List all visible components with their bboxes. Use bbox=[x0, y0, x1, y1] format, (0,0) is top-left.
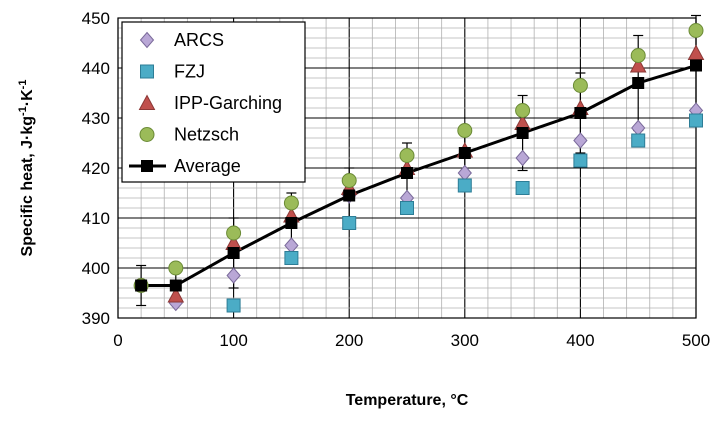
y-tick-label: 420 bbox=[82, 159, 110, 178]
average-point bbox=[344, 190, 355, 201]
arcs-point bbox=[227, 268, 240, 283]
legend-ipp-garching-label: IPP-Garching bbox=[174, 93, 282, 113]
x-tick-label: 100 bbox=[219, 331, 247, 350]
average-point bbox=[286, 218, 297, 229]
y-axis-title: Specific heat, J·kg-1·K-1 bbox=[17, 80, 36, 257]
average-point bbox=[228, 248, 239, 259]
netzsch-point bbox=[516, 104, 530, 118]
y-axis-title-part-1: Specific heat, J·kg bbox=[19, 116, 36, 257]
fzj-point bbox=[343, 217, 356, 230]
netzsch-point bbox=[689, 24, 703, 38]
arcs-point bbox=[632, 121, 645, 136]
arcs-point bbox=[516, 151, 529, 166]
legend-netzsch-marker bbox=[140, 128, 154, 142]
x-tick-label: 500 bbox=[682, 331, 710, 350]
y-tick-label: 400 bbox=[82, 259, 110, 278]
legend-average-marker bbox=[142, 161, 153, 172]
fzj-point bbox=[458, 179, 471, 192]
netzsch-point bbox=[284, 196, 298, 210]
netzsch-point bbox=[400, 149, 414, 163]
fzj-point bbox=[227, 299, 240, 312]
netzsch-point bbox=[573, 79, 587, 93]
average-point bbox=[402, 168, 413, 179]
netzsch-point bbox=[631, 49, 645, 63]
x-axis-title: Temperature, °C bbox=[346, 392, 469, 409]
fzj-point bbox=[285, 252, 298, 265]
legend-netzsch-label: Netzsch bbox=[174, 125, 239, 145]
average-point bbox=[575, 108, 586, 119]
arcs-point bbox=[285, 238, 298, 253]
average-point bbox=[633, 78, 644, 89]
arcs-point bbox=[574, 133, 587, 148]
y-axis-title-sup-2: -1 bbox=[17, 80, 29, 90]
netzsch-point bbox=[227, 226, 241, 240]
fzj-point bbox=[516, 182, 529, 195]
legend-fzj-label: FZJ bbox=[174, 62, 205, 82]
y-tick-label: 450 bbox=[82, 9, 110, 28]
y-tick-label: 390 bbox=[82, 309, 110, 328]
legend-arcs-label: ARCS bbox=[174, 30, 224, 50]
fzj-point bbox=[401, 202, 414, 215]
average-point bbox=[136, 280, 147, 291]
legend-fzj-marker bbox=[141, 65, 154, 78]
x-tick-label: 300 bbox=[451, 331, 479, 350]
y-tick-label: 430 bbox=[82, 109, 110, 128]
netzsch-point bbox=[342, 174, 356, 188]
average-point bbox=[517, 128, 528, 139]
netzsch-point bbox=[169, 261, 183, 275]
legend-average-label: Average bbox=[174, 156, 241, 176]
fzj-point bbox=[574, 154, 587, 167]
average-point bbox=[170, 280, 181, 291]
legend: ARCS FZJ IPP-Garching Netzsch Average bbox=[122, 22, 305, 182]
x-tick-label: 200 bbox=[335, 331, 363, 350]
netzsch-point bbox=[458, 124, 472, 138]
y-tick-label: 440 bbox=[82, 59, 110, 78]
fzj-point bbox=[690, 114, 703, 127]
average-point bbox=[459, 148, 470, 159]
y-tick-label: 410 bbox=[82, 209, 110, 228]
y-axis-title-sup-1: -1 bbox=[17, 106, 29, 116]
fzj-point bbox=[632, 134, 645, 147]
x-tick-label: 0 bbox=[113, 331, 122, 350]
x-tick-label: 400 bbox=[566, 331, 594, 350]
average-point bbox=[691, 60, 702, 71]
y-axis-title-part-2: ·K bbox=[19, 89, 36, 106]
